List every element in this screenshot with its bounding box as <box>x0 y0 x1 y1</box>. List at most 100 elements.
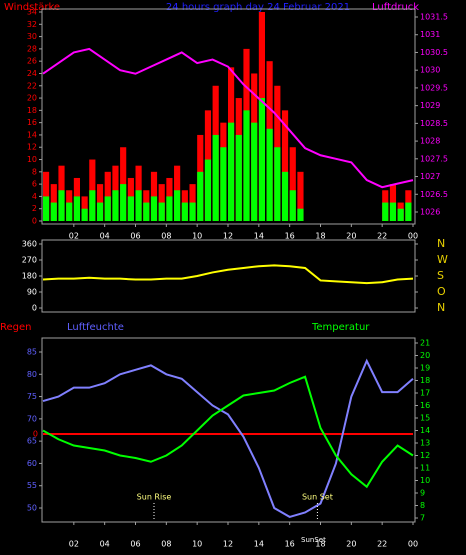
y-tick-label: 270 <box>22 256 37 265</box>
y-tick-label: 6 <box>32 180 37 189</box>
wind-bar <box>243 110 250 221</box>
wind-bar <box>382 202 389 221</box>
y2-tick-label: 1031 <box>420 30 440 39</box>
y2-tick-label: 1031.5 <box>420 13 448 22</box>
wind-bar <box>174 190 181 221</box>
wind-bar <box>50 202 57 221</box>
y2-tick-label: 9 <box>420 489 425 498</box>
y2-tick-label: W <box>437 253 448 266</box>
wind-bar <box>166 196 173 221</box>
y-tick-label: 60 <box>27 459 37 468</box>
wind-bar <box>43 196 50 221</box>
x-tick-label: 06 <box>130 232 140 241</box>
wind-bar <box>135 190 142 221</box>
y-tick-label: 360 <box>22 240 37 249</box>
x-tick-label: 16 <box>285 232 295 241</box>
y2-tick-label: 8 <box>420 501 425 510</box>
y2-tick-label: 7 <box>420 514 425 523</box>
y-tick-label: 26 <box>27 57 37 66</box>
y-tick-label: 65 <box>27 437 37 446</box>
y-tick-label: 12 <box>27 143 37 152</box>
y2-tick-label: 11 <box>420 464 430 473</box>
wind-label: Windstärke <box>4 2 60 13</box>
wind-bar <box>289 190 296 221</box>
wind-bar <box>297 208 304 221</box>
wind-bar <box>89 190 96 221</box>
y2-tick-label: 14 <box>420 426 430 435</box>
wind-bar <box>120 184 127 221</box>
y-tick-label: 14 <box>27 130 37 139</box>
y-tick-label: 55 <box>27 481 37 490</box>
wind-bar <box>181 202 188 221</box>
wind-bar <box>112 190 119 221</box>
y2-tick-label: 20 <box>420 351 430 360</box>
y2-tick-label: 10 <box>420 476 430 485</box>
wind-bar <box>405 202 412 221</box>
y2-tick-label: O <box>437 285 446 298</box>
x-tick-label: 06 <box>130 540 140 549</box>
x-tick-label: 20 <box>346 540 356 549</box>
y-line <box>42 358 414 518</box>
wind-bar <box>274 147 281 221</box>
x-tick-label: 14 <box>254 232 264 241</box>
x-tick-label: 10 <box>192 232 202 241</box>
wind-bar <box>228 122 235 221</box>
pressure-label: Luftdruck <box>372 2 419 13</box>
wind-bar <box>220 147 227 221</box>
x-tick-label: 16 <box>285 540 295 549</box>
y2-tick-label: 15 <box>420 414 430 423</box>
x-tick-label: 10 <box>192 540 202 549</box>
y-tick-label: 32 <box>27 20 37 29</box>
annotation: Sun Set <box>302 493 333 502</box>
x-tick-label: 02 <box>69 540 79 549</box>
pressure-line <box>42 47 414 189</box>
y-tick-label: 20 <box>27 94 37 103</box>
wind-bar <box>189 202 196 221</box>
x-tick-label: 12 <box>223 540 233 549</box>
y3-tick-label: 0 <box>33 430 38 439</box>
wind-bar <box>158 202 165 221</box>
wind-bar <box>258 98 265 221</box>
y2-tick-label: N <box>437 301 445 314</box>
y-tick-label: 4 <box>32 192 37 201</box>
y2-tick-label: 1030 <box>420 66 440 75</box>
wind-bar <box>197 171 204 221</box>
wind-bar <box>150 196 158 221</box>
temperature-label: Temperatur <box>311 322 370 333</box>
wind-bar <box>66 202 73 221</box>
y2-tick-label: 18 <box>420 376 430 385</box>
y-tick-label: 24 <box>27 69 37 78</box>
x-tick-label: 00 <box>408 540 418 549</box>
y2-tick-label: 1028 <box>420 137 440 146</box>
wind-bar <box>127 196 134 221</box>
humidity-label: Luftfeuchte <box>67 322 124 333</box>
x-tick-label: 20 <box>346 232 356 241</box>
y2-tick-label: 17 <box>420 389 430 398</box>
y2-tick-label: 21 <box>420 339 430 348</box>
rain-label: Regen <box>0 322 32 333</box>
y-tick-label: 34 <box>27 8 37 17</box>
y-tick-label: 2 <box>32 204 37 213</box>
wind-bar <box>389 202 397 221</box>
y2-tick-label: N <box>437 237 445 250</box>
y2-tick-label: 19 <box>420 364 430 373</box>
chart-title: 24 hours graph day 24 Februar 2021 <box>166 2 350 13</box>
direction-line <box>42 264 414 285</box>
y2-tick-label: 1029.5 <box>420 83 448 92</box>
y2-tick-label: 1028.5 <box>420 119 448 128</box>
y-tick-label: 75 <box>27 392 37 401</box>
y2-tick-label: S <box>437 269 444 282</box>
annotation: Sun Rise <box>137 493 172 502</box>
y2-tick-label: 1029 <box>420 101 440 110</box>
y-tick-label: 80 <box>27 370 37 379</box>
wind-bar <box>397 208 404 221</box>
y2-tick-label: 1027.5 <box>420 154 448 163</box>
y-tick-label: 0 <box>32 304 37 313</box>
y-tick-label: 180 <box>22 272 37 281</box>
y2-tick-label: 12 <box>420 451 430 460</box>
y-tick-label: 28 <box>27 44 37 53</box>
x-tick-label: 02 <box>69 232 79 241</box>
x-tick-label: 18 <box>315 232 325 241</box>
x-tick-label: 22 <box>377 540 387 549</box>
y-tick-label: 0 <box>32 217 37 226</box>
